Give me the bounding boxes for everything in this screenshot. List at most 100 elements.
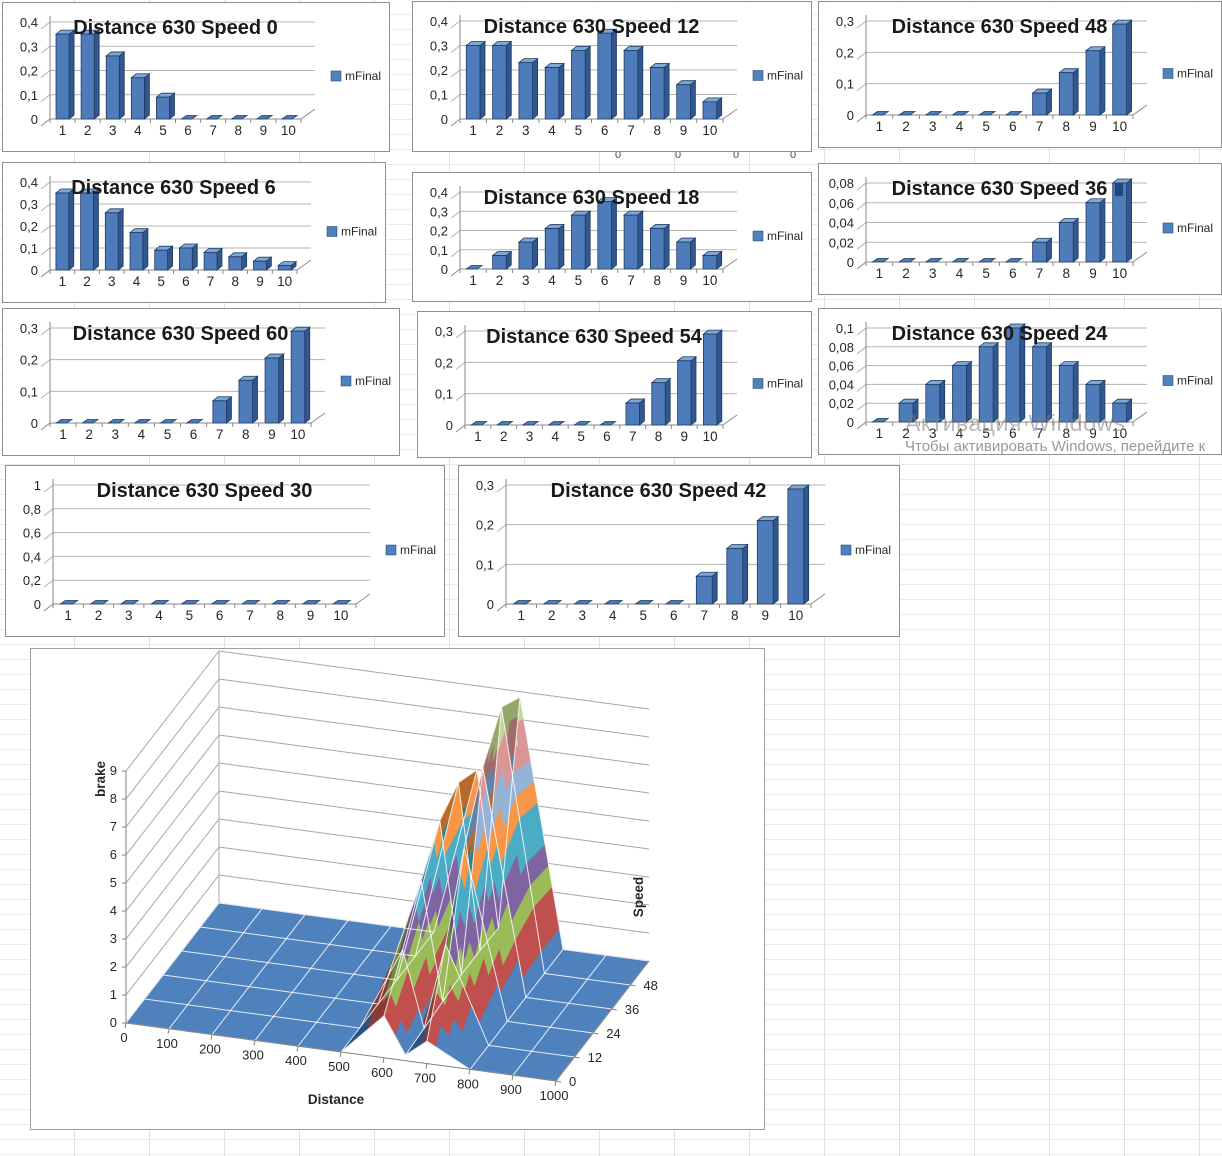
chart-panel-speed-6[interactable]: 0 0,1 0,2 0,3 0,4 1 2 3 4 5 6 7 8 9 10 Distance 630 Spe… — [2, 162, 386, 303]
bar-series-point[interactable] — [1058, 217, 1080, 263]
bar-series-point[interactable] — [547, 421, 566, 426]
bar-series-point[interactable] — [977, 258, 997, 263]
bar-series-point[interactable] — [119, 600, 140, 605]
bar-series-point[interactable] — [1004, 258, 1024, 263]
bar-series-point[interactable] — [104, 207, 125, 271]
bar-series-point[interactable] — [951, 111, 970, 116]
bar-series-point[interactable] — [180, 600, 201, 605]
bar-series-point[interactable] — [573, 421, 592, 426]
bar-series-point[interactable] — [544, 223, 566, 270]
bar-series-point[interactable] — [1004, 323, 1026, 423]
chart-title[interactable]: Distance 630 Speed 0 — [73, 17, 278, 39]
legend-label[interactable]: mFinal — [767, 229, 803, 243]
chart-panel-speed-54[interactable]: 0 0,1 0,2 0,3 1 2 3 4 5 6 7 8 9 10 Distance 630 Speed … — [417, 311, 812, 458]
bar-series-point[interactable] — [79, 188, 100, 271]
legend-label[interactable]: mFinal — [345, 69, 381, 83]
chart-panel-speed-12[interactable]: 0 0,1 0,2 0,3 0,4 1 2 3 4 5 6 7 8 9 10 Distance 630 Spe… — [412, 1, 812, 152]
chart-panel-speed-36[interactable]: 0 0,02 0,04 0,06 0,08 1 2 3 4 5 6 7 8 9 10 Distance 630… — [818, 163, 1222, 295]
bar-series-point[interactable] — [924, 258, 943, 263]
bar-series-point[interactable] — [517, 237, 539, 270]
chart-title[interactable]: Distance 630 Speed 24 — [892, 323, 1109, 345]
bar-series-point[interactable] — [517, 57, 539, 120]
bar-series-point[interactable] — [469, 421, 488, 426]
bar-series-point[interactable] — [1084, 379, 1107, 423]
legend-swatch[interactable] — [1162, 222, 1174, 234]
bar-series-point[interactable] — [54, 419, 74, 424]
legend-swatch[interactable] — [340, 375, 352, 387]
bar-series-point[interactable] — [725, 543, 749, 605]
bar-series-point[interactable] — [331, 600, 352, 605]
chart-panel-speed-48[interactable]: 0 0,1 0,2 0,3 1 2 3 4 5 6 7 8 9 10 Distance 630 Speed … — [818, 1, 1222, 148]
bar-series-point[interactable] — [230, 115, 249, 120]
bar-series-point[interactable] — [79, 29, 101, 120]
bar-series-point[interactable] — [650, 377, 672, 426]
bar-series-point[interactable] — [491, 250, 513, 270]
legend-label[interactable]: mFinal — [767, 69, 803, 83]
bar-series-point[interactable] — [624, 398, 646, 426]
bar-series-point[interactable] — [702, 329, 723, 426]
legend-swatch[interactable] — [1162, 375, 1174, 386]
bar-series-point[interactable] — [596, 28, 618, 120]
bar-series-point[interactable] — [59, 600, 79, 605]
legend-label[interactable]: mFinal — [1177, 221, 1213, 235]
bar-series-point[interactable] — [1084, 197, 1107, 263]
bar-series-point[interactable] — [159, 419, 178, 424]
bar-series-point[interactable] — [240, 600, 261, 605]
chart-panel-speed-30[interactable]: 0 0,2 0,4 0,6 0,8 1 1 2 3 4 5 6 7 8 9 10 Distance 630 Sp… — [5, 465, 445, 637]
legend-swatch[interactable] — [385, 544, 397, 556]
bar-series-point[interactable] — [1084, 45, 1107, 116]
bar-series-point[interactable] — [512, 600, 532, 605]
bar-series-point[interactable] — [465, 40, 487, 120]
bar-series-point[interactable] — [897, 398, 920, 423]
bar-series-point[interactable] — [465, 265, 484, 270]
bar-series-point[interactable] — [133, 419, 152, 424]
bar-series-point[interactable] — [897, 258, 917, 263]
bar-series-point[interactable] — [202, 247, 224, 271]
bar-series-point[interactable] — [1031, 341, 1053, 423]
bar-series-point[interactable] — [153, 245, 174, 271]
bar-series-point[interactable] — [521, 421, 540, 426]
chart-panel-speed-60[interactable]: 0 0,1 0,2 0,3 1 2 3 4 5 6 7 8 9 10 Distance 630 Speed … — [2, 308, 400, 456]
legend-label[interactable]: mFinal — [1177, 374, 1213, 388]
bar-series-point[interactable] — [871, 111, 890, 116]
bar-series-point[interactable] — [924, 379, 946, 423]
chart-title[interactable]: Distance 630 Speed 54 — [486, 326, 703, 348]
bar-series-point[interactable] — [649, 62, 671, 120]
bar-series-point[interactable] — [210, 600, 231, 605]
bar-series-point[interactable] — [924, 111, 943, 116]
bar-series-point[interactable] — [897, 111, 917, 116]
legend-swatch[interactable] — [752, 230, 764, 242]
chart-title[interactable]: Distance 630 Speed 60 — [73, 323, 289, 345]
bar-series-point[interactable] — [255, 115, 274, 120]
bar-series-point[interactable] — [951, 258, 970, 263]
legend-label[interactable]: mFinal — [1177, 67, 1213, 81]
bar-series-point[interactable] — [1058, 67, 1080, 116]
bar-series-point[interactable] — [675, 79, 697, 120]
bar-series-point[interactable] — [277, 260, 298, 271]
bar-series-point[interactable] — [301, 600, 322, 605]
legend-label[interactable]: mFinal — [855, 543, 891, 557]
bar-series-point[interactable] — [211, 396, 233, 424]
bar-series-point[interactable] — [573, 600, 593, 605]
bar-series-point[interactable] — [237, 375, 259, 424]
bar-series-point[interactable] — [756, 515, 780, 605]
bar-series-point[interactable] — [130, 72, 151, 120]
bar-series-point[interactable] — [701, 97, 723, 120]
bar-series-point[interactable] — [128, 227, 150, 271]
bar-series-point[interactable] — [271, 600, 291, 605]
bar-series-point[interactable] — [1004, 111, 1024, 116]
legend-label[interactable]: mFinal — [355, 374, 391, 388]
bar-series-point[interactable] — [180, 115, 198, 120]
chart-panel-speed-0[interactable]: 0 0,1 0,2 0,3 0,4 1 2 3 4 5 6 7 8 9 10 Distance 630 Spe… — [2, 2, 390, 152]
bar-series-point[interactable] — [675, 237, 697, 270]
bar-series-point[interactable] — [570, 210, 592, 270]
bar-series-point[interactable] — [1058, 360, 1080, 423]
chart-panel-speed-24[interactable]: 0 0,02 0,04 0,06 0,08 0,1 1 2 3 4 5 6 7 8 9 10 Distance … — [818, 308, 1222, 455]
bar-series-point[interactable] — [54, 29, 76, 120]
bar-series-point[interactable] — [701, 250, 723, 270]
bar-series-point[interactable] — [603, 600, 624, 605]
bar-series-point[interactable] — [263, 353, 285, 424]
bar-series-point[interactable] — [622, 210, 644, 270]
chart-title[interactable]: Distance 630 Speed 6 — [71, 177, 276, 199]
bar-series-point[interactable] — [54, 188, 75, 271]
